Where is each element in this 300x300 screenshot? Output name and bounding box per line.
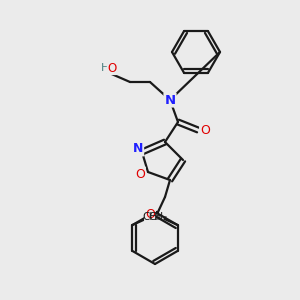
Text: O: O [107, 61, 117, 74]
Text: CH₃: CH₃ [142, 212, 161, 222]
Text: O: O [145, 208, 155, 220]
Text: N: N [164, 94, 175, 106]
Text: H: H [101, 63, 109, 73]
Text: CH₃: CH₃ [148, 212, 168, 222]
Text: O: O [200, 124, 210, 137]
Text: O: O [135, 167, 145, 181]
Text: N: N [133, 142, 143, 155]
